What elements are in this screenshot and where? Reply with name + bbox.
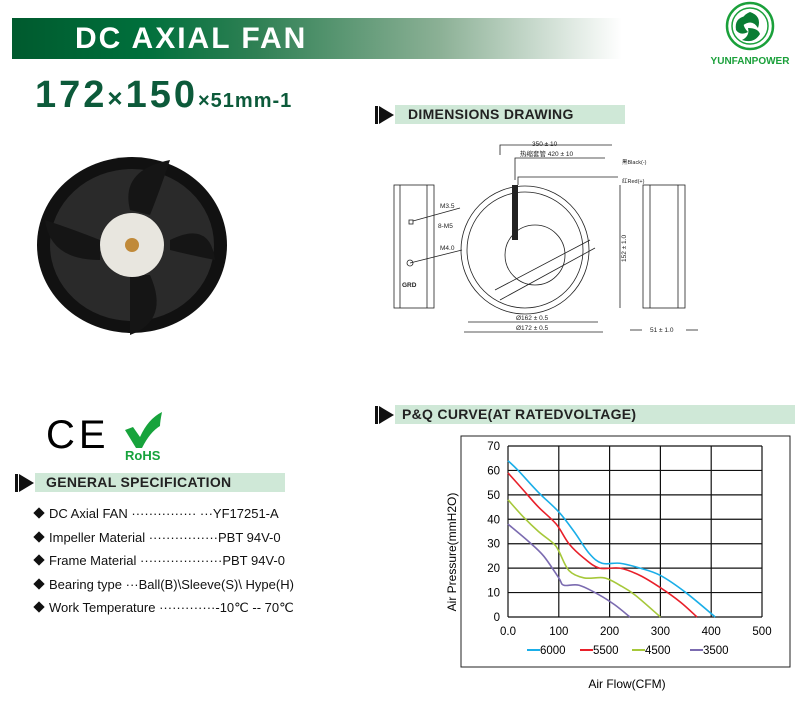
- m35-label: M3.5: [440, 203, 455, 210]
- dia172-label: Ø172 ± 0.5: [516, 325, 549, 332]
- spec-value: PBT 94V-0: [217, 529, 281, 545]
- y-axis-label: Air Pressure(mmH2O): [445, 493, 459, 612]
- x-axis-label: Air Flow(CFM): [588, 677, 665, 691]
- series-line-4500: [507, 499, 661, 618]
- spec-value: -10℃ -- 70℃: [215, 600, 294, 615]
- chart-heading-bar: [395, 405, 795, 424]
- ce-mark: CE: [46, 413, 110, 457]
- spec-label: Frame Material: [49, 553, 137, 568]
- x-tick-label: 0.0: [500, 626, 516, 638]
- spec-item: DC Axial FAN ··············· ···YF17251-…: [33, 506, 279, 521]
- diamond-bullet-icon: [33, 530, 45, 543]
- spec-dots: ················: [148, 529, 218, 545]
- series-line-3500: [507, 523, 631, 618]
- x-tick-label: 200: [600, 626, 619, 638]
- page-title: DC AXIAL FAN: [75, 22, 308, 55]
- lead-length-label: 350 ± 10: [532, 141, 558, 148]
- diamond-bullet-icon: [33, 577, 45, 590]
- spec-dots: ···: [125, 576, 139, 592]
- y-tick-label: 30: [487, 539, 500, 551]
- chart-frame: [460, 435, 791, 668]
- spec-label: Impeller Material: [49, 529, 146, 545]
- size-x: ×: [107, 83, 126, 113]
- logo-text: YUNFANPOWER: [711, 56, 791, 67]
- chart-heading: P&Q CURVE(AT RATEDVOLTAGE): [402, 406, 637, 422]
- legend-label: 6000: [540, 645, 566, 657]
- size-b: 150: [125, 74, 198, 116]
- section-arrow-icon: [375, 106, 394, 124]
- size-sub: ×51mm-1: [198, 90, 293, 112]
- spec-value: YF17251-A: [212, 506, 279, 521]
- height-label: 152 ± 1.0: [621, 235, 628, 262]
- legend-label: 5500: [593, 645, 619, 657]
- section-arrow-icon: [15, 474, 34, 492]
- section-arrow-icon: [375, 406, 394, 424]
- y-tick-label: 40: [487, 514, 500, 526]
- y-tick-label: 20: [487, 563, 500, 575]
- fan-photo: [37, 157, 227, 335]
- red-wire-label: 红Red(+): [622, 177, 645, 185]
- diamond-bullet-icon: [33, 601, 45, 613]
- spec-dots: ··············· ···: [131, 506, 213, 521]
- dimensions-drawing: 350 ± 10 热缩套管 420 ± 10 黑Black(-) 红Red(+)…: [393, 141, 698, 334]
- series-line-6000: [507, 460, 716, 618]
- x-tick-label: 400: [702, 626, 721, 638]
- spec-label: DC Axial FAN: [49, 506, 128, 521]
- diamond-bullet-icon: [33, 554, 45, 566]
- y-tick-label: 50: [487, 490, 500, 502]
- rohs-text: RoHS: [125, 448, 161, 462]
- spec-label: Bearing type: [49, 576, 122, 592]
- legend-label: 4500: [645, 645, 671, 657]
- title-bar: [12, 18, 622, 59]
- m5-label: 8-M5: [438, 223, 453, 230]
- legend-label: 3500: [703, 645, 729, 657]
- grd-label: GRD: [402, 282, 417, 289]
- x-tick-label: 500: [752, 626, 771, 638]
- spec-dots: ·············: [159, 600, 216, 615]
- size-title: 172×150×51mm-1: [35, 74, 292, 117]
- size-a: 172: [35, 74, 108, 116]
- dimensions-heading-bar: [395, 105, 625, 124]
- spec-value: Ball(B)\Sleeve(S)\ Hype(H): [138, 576, 294, 592]
- spec-item: Frame Material ···················PBT 94…: [33, 553, 285, 568]
- y-tick-label: 70: [487, 441, 500, 453]
- m40-label: M4.0: [440, 245, 455, 252]
- sleeve-length-label: 热缩套管 420 ± 10: [520, 149, 573, 158]
- spec-value: PBT 94V-0: [222, 553, 285, 568]
- spec-item: Bearing type ···Ball(B)\Sleeve(S)\ Hype(…: [33, 576, 294, 592]
- dimensions-heading: DIMENSIONS DRAWING: [408, 106, 574, 122]
- logo: YUNFANPOWER: [711, 1, 791, 67]
- rohs-mark: RoHS: [125, 412, 162, 462]
- dia162-label: Ø162 ± 0.5: [516, 315, 549, 322]
- spec-item: Work Temperature ·············-10℃ -- 70…: [33, 600, 294, 616]
- black-wire-label: 黑Black(-): [622, 159, 647, 166]
- check-icon: [125, 412, 162, 448]
- series-line-5500: [507, 472, 698, 618]
- x-tick-label: 300: [651, 626, 670, 638]
- spec-heading-bar: [35, 473, 285, 492]
- x-tick-label: 100: [549, 626, 568, 638]
- spec-label: Work Temperature: [49, 600, 156, 615]
- diamond-bullet-icon: [33, 507, 45, 519]
- y-tick-label: 60: [487, 465, 500, 477]
- spec-item: Impeller Material ················PBT 94…: [33, 529, 281, 545]
- y-tick-label: 10: [487, 588, 500, 600]
- depth-label: 51 ± 1.0: [650, 327, 674, 334]
- spec-heading: GENERAL SPECIFICATION: [46, 474, 232, 490]
- y-tick-label: 0: [494, 612, 500, 624]
- spec-dots: ···················: [140, 553, 223, 568]
